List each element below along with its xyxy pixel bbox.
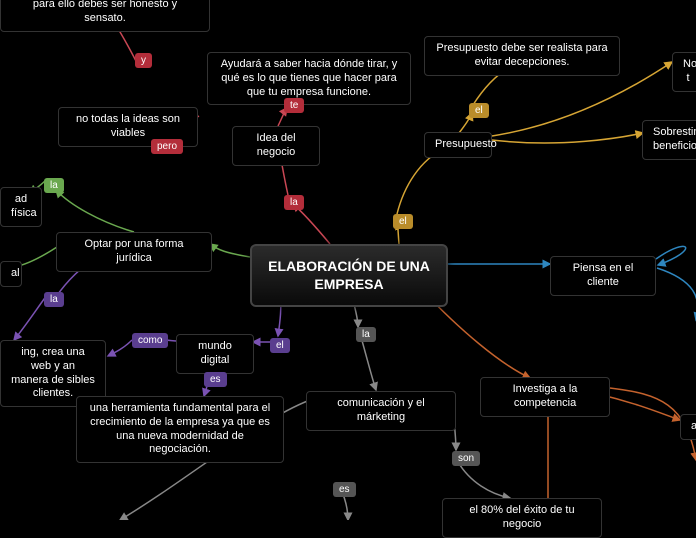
concept-node[interactable]: ad física	[0, 187, 42, 227]
edge-tag: como	[132, 333, 168, 348]
concept-label: ing, crea una web y an manera de sibles …	[11, 346, 95, 399]
concept-label: ad física	[11, 193, 37, 219]
edge-tag: la	[44, 292, 64, 307]
edge-tag-label: la	[290, 197, 298, 208]
concept-label: Presupuesto debe ser realista para evita…	[436, 42, 607, 68]
concept-node[interactable]: analisa	[680, 414, 696, 440]
concept-node[interactable]: Sobrestimes beneficios.	[642, 120, 696, 160]
edge-tag: y	[135, 53, 152, 68]
edge-tag: pero	[151, 139, 183, 154]
edge	[598, 394, 680, 420]
concept-label: Idea del negocio	[256, 132, 295, 158]
concept-node[interactable]: Presupuesto	[424, 132, 492, 158]
edge-tag-label: la	[50, 180, 58, 191]
concept-node[interactable]: Ayudará a saber hacia dónde tirar, y qué…	[207, 52, 411, 105]
edge-tag-label: la	[50, 294, 58, 305]
edge	[14, 295, 47, 340]
concept-node[interactable]: Investiga a la competencia	[480, 377, 610, 417]
concept-label: Presupuesto	[435, 138, 497, 150]
concept-label: Piensa en el cliente	[573, 262, 634, 288]
edge	[56, 190, 134, 232]
edge	[210, 244, 250, 257]
edge-tag-label: como	[138, 335, 162, 346]
concept-label: comunicación y el márketing	[337, 397, 424, 423]
concept-node[interactable]: comunicación y el márketing	[306, 391, 456, 431]
concept-node[interactable]: Piensa en el cliente	[550, 256, 656, 296]
concept-label: Investiga a la competencia	[513, 383, 578, 409]
center-node[interactable]: ELABORACIÓN DE UNA EMPRESA	[250, 244, 448, 307]
concept-node[interactable]: el 80% del éxito de tu negocio	[442, 498, 602, 538]
edge-tag: la	[284, 195, 304, 210]
edge	[108, 340, 132, 356]
concept-label: una herramienta fundamental para el crec…	[90, 402, 270, 455]
concept-label: No t	[683, 58, 696, 84]
concept-node[interactable]: una herramienta fundamental para el crec…	[76, 396, 284, 463]
edge-tag-label: es	[210, 374, 221, 385]
center-label: ELABORACIÓN DE UNA EMPRESA	[268, 258, 430, 292]
edge-tag: te	[284, 98, 304, 113]
edge-tag-label: el	[399, 216, 407, 227]
edge	[361, 337, 376, 390]
concept-node[interactable]: No t	[672, 52, 696, 92]
edge	[458, 462, 510, 498]
concept-label: Sobrestimes beneficios.	[653, 126, 696, 152]
edge-tag-label: el	[276, 340, 284, 351]
concept-node[interactable]: al	[0, 261, 22, 287]
edge-tag-label: el	[475, 105, 483, 116]
concept-node[interactable]: Optar por una forma jurídica	[56, 232, 212, 272]
edge-tag-label: y	[141, 55, 146, 66]
edge	[657, 268, 696, 320]
edge-tag: la	[44, 178, 64, 193]
concept-node[interactable]: mundo digital	[176, 334, 254, 374]
edge	[397, 148, 445, 214]
edge-tag: son	[452, 451, 480, 466]
concept-node[interactable]: Presupuesto debe ser realista para evita…	[424, 36, 620, 76]
edge-tag-label: la	[362, 329, 370, 340]
edge-tag-label: son	[458, 453, 474, 464]
edge	[293, 204, 330, 244]
concept-label: Optar por una forma jurídica	[84, 238, 183, 264]
concept-label: al	[11, 267, 20, 279]
edge	[492, 133, 643, 143]
edge-tag-label: pero	[157, 141, 177, 152]
concept-label: Ayudará a saber hacia dónde tirar, y qué…	[221, 58, 398, 98]
edge-tag-label: es	[339, 484, 350, 495]
concept-label: analisa	[691, 420, 696, 432]
edge-tag: es	[204, 372, 227, 387]
concept-label: no todas la ideas son viables	[76, 113, 180, 139]
edge-tag: es	[333, 482, 356, 497]
edge-tag: el	[393, 214, 413, 229]
edge-tag: la	[356, 327, 376, 342]
concept-label: para ello debes ser honesto y sensato.	[33, 0, 177, 24]
edge-tag: el	[469, 103, 489, 118]
edge	[656, 246, 686, 265]
concept-node[interactable]: Idea del negocio	[232, 126, 320, 166]
edge-tag: el	[270, 338, 290, 353]
concept-node[interactable]: para ello debes ser honesto y sensato.	[0, 0, 210, 32]
concept-label: mundo digital	[198, 340, 232, 366]
concept-label: el 80% del éxito de tu negocio	[469, 504, 574, 530]
edge-tag-label: te	[290, 100, 298, 111]
